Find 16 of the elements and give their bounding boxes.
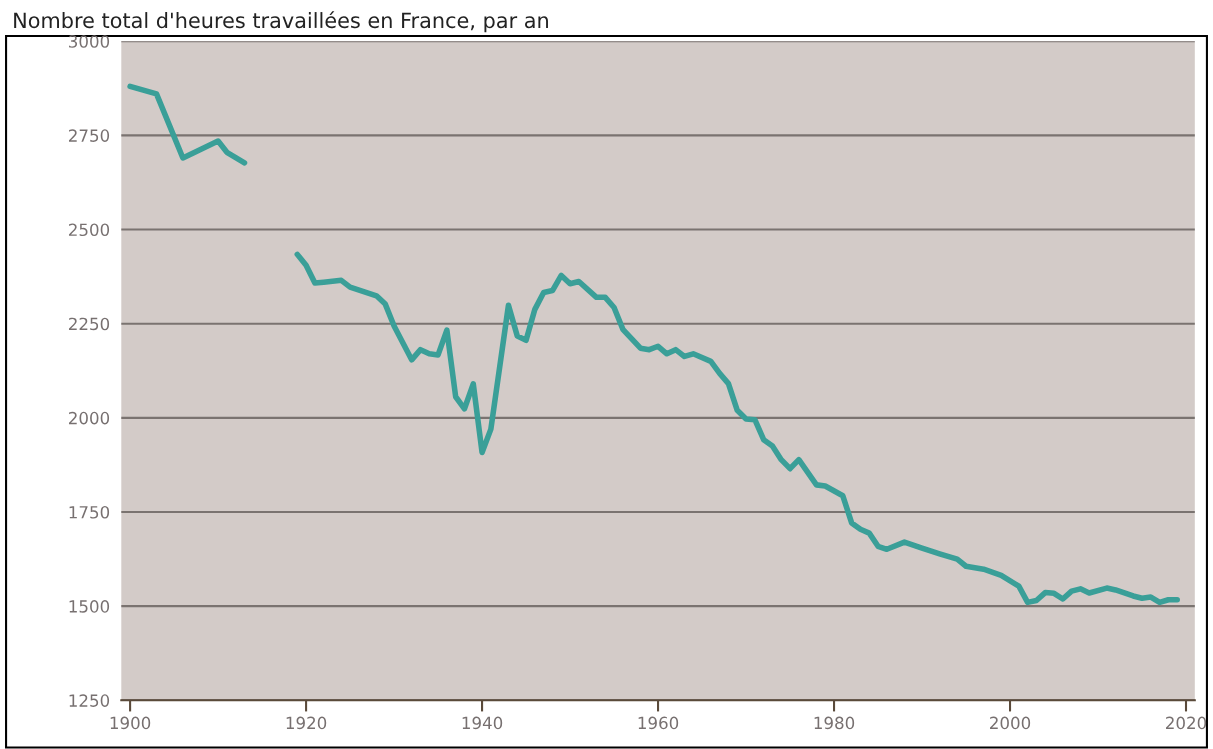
y-tick-label: 1500	[69, 600, 110, 613]
x-tick-label: 1900	[110, 716, 151, 730]
y-tick-label: 3000	[69, 35, 110, 48]
chart-title: Nombre total d'heures travaillées en France, par an	[14, 11, 548, 33]
x-tick-label: 1940	[462, 716, 503, 730]
x-tick-label: 1960	[638, 716, 679, 730]
x-tick-label: 2020	[1166, 716, 1207, 730]
x-tick-label: 1980	[814, 716, 855, 730]
y-tick-label: 2750	[68, 129, 110, 142]
y-tick-label: 1250	[69, 694, 110, 707]
y-tick-label: 2500	[68, 223, 110, 237]
y-tick-label: 2000	[68, 411, 110, 425]
x-tick-label: 1920	[286, 716, 327, 730]
y-tick-label: 1750	[69, 505, 110, 519]
y-tick-label: 2250	[68, 317, 110, 331]
x-tick-label: 2000	[990, 716, 1031, 730]
